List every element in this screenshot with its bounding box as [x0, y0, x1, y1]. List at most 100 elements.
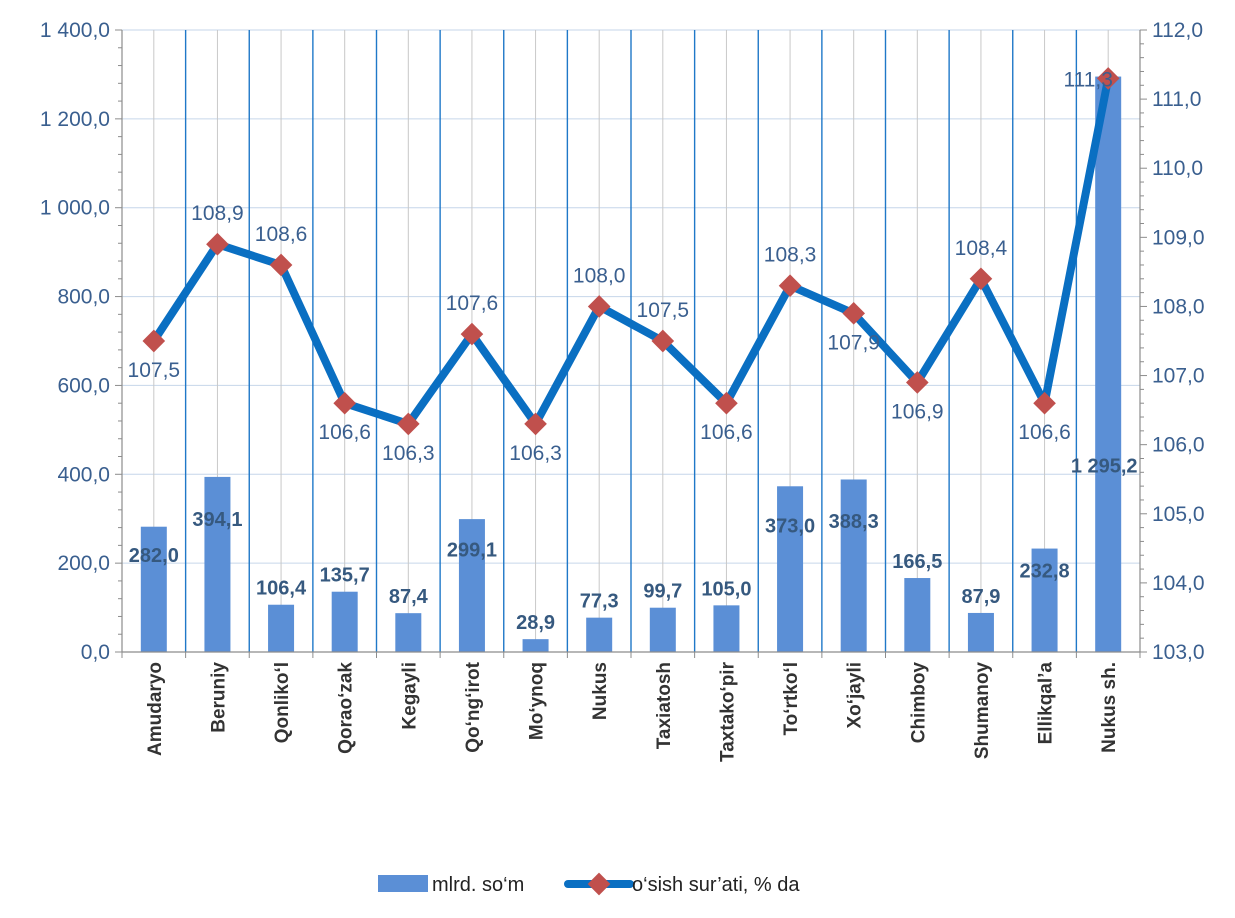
line-value-label: 107,9 — [827, 331, 880, 354]
bar — [140, 526, 167, 652]
right-tick-label: 112,0 — [1152, 19, 1203, 42]
line-value-label: 107,5 — [637, 299, 690, 322]
line-value-label: 106,6 — [1018, 421, 1071, 444]
left-tick-label: 1 000,0 — [40, 197, 110, 220]
bar-value-label: 87,9 — [961, 586, 1000, 608]
bar — [395, 613, 422, 652]
line-marker — [1033, 391, 1056, 415]
legend-line-marker — [587, 872, 611, 896]
line-value-label: 108,6 — [255, 223, 308, 246]
right-tick-label: 106,0 — [1152, 434, 1205, 457]
category-label: Amudaryo — [145, 662, 166, 756]
line-marker — [333, 391, 357, 415]
line-marker — [460, 322, 484, 346]
category-label: Mo‘ynoq — [527, 662, 548, 740]
bar — [967, 612, 994, 652]
right-tick-label: 103,0 — [1152, 641, 1205, 664]
line-marker — [842, 302, 866, 325]
bar — [586, 617, 613, 652]
category-label: Beruniy — [208, 662, 229, 733]
line-marker — [651, 329, 675, 353]
bar — [204, 476, 231, 652]
bar — [649, 607, 676, 652]
bar-value-label: 373,0 — [765, 516, 815, 538]
bar-value-label: 388,3 — [829, 511, 879, 533]
line-value-label: 107,6 — [446, 292, 499, 315]
category-label: Nukus — [590, 662, 611, 720]
bar — [458, 519, 485, 652]
bar-value-label: 135,7 — [320, 565, 370, 587]
bar-value-label: 1 295,2 — [1071, 455, 1138, 477]
line-marker — [396, 412, 420, 436]
bar — [1095, 76, 1122, 652]
bar-value-label: 77,3 — [580, 591, 619, 613]
line-value-label: 106,6 — [700, 421, 753, 444]
line-value-label: 111,3 — [1063, 68, 1112, 91]
bar-value-label: 28,9 — [516, 612, 555, 634]
category-label: Chimboy — [908, 662, 929, 744]
data-labels: 282,0 394,1 106,4 135,7 87,4 299,1 28,9 77,3 99,… — [128, 68, 1138, 634]
line-marker — [587, 295, 611, 318]
left-tick-label: 200,0 — [57, 552, 110, 575]
category-label: Taxiatosh — [654, 662, 675, 749]
left-tick-label: 800,0 — [57, 286, 110, 309]
bar-value-label: 166,5 — [892, 551, 942, 573]
line-marker — [269, 253, 293, 277]
bar-value-label: 299,1 — [447, 539, 497, 561]
right-tick-label: 104,0 — [1152, 572, 1205, 595]
category-label: Nukus sh. — [1099, 662, 1120, 753]
line-value-label: 108,9 — [191, 202, 244, 225]
bar-value-label: 106,4 — [256, 578, 307, 600]
line-marker — [905, 371, 929, 394]
line-marker — [715, 391, 738, 415]
line-value-label: 106,3 — [382, 442, 435, 465]
bar-value-label: 99,7 — [643, 581, 682, 603]
bar — [840, 479, 867, 652]
bar — [904, 578, 931, 652]
category-label: Ellikqal’a — [1036, 662, 1057, 745]
category-label: Kegayli — [399, 662, 420, 730]
right-tick-label: 107,0 — [1152, 365, 1205, 388]
bar — [777, 486, 804, 652]
left-tick-label: 400,0 — [57, 463, 110, 486]
bar — [713, 605, 740, 652]
category-label: Shumanoy — [972, 662, 993, 760]
legend-bar-swatch — [378, 875, 428, 892]
line-value-label: 108,0 — [573, 264, 626, 287]
legend-bar-label: mlrd. so‘m — [432, 874, 524, 896]
bar-value-label: 394,1 — [192, 509, 242, 531]
bar-value-label: 87,4 — [389, 586, 429, 608]
left-tick-label: 600,0 — [57, 374, 110, 397]
line-value-label: 106,9 — [891, 400, 944, 423]
bars — [140, 76, 1122, 652]
right-tick-label: 105,0 — [1152, 503, 1205, 526]
bar — [1031, 548, 1058, 652]
bar — [268, 604, 295, 652]
line-marker — [1096, 67, 1120, 90]
line-marker — [524, 412, 547, 436]
bar — [331, 591, 358, 652]
category-label: Xo‘jayli — [845, 662, 866, 729]
bar — [522, 639, 549, 652]
right-tick-label: 109,0 — [1152, 226, 1205, 249]
left-tick-label: 1 400,0 — [40, 19, 110, 42]
right-tick-label: 110,0 — [1152, 157, 1203, 180]
grid — [122, 29, 1140, 652]
line-marker — [969, 267, 993, 291]
category-label: Taxtako‘pir — [717, 661, 738, 762]
axes: 0,0 200,0 400,0 600,0 800,0 1 000,0 1 200,0 1 4… — [40, 19, 1205, 762]
growth-line-path — [149, 74, 1113, 428]
bar-value-label: 105,0 — [701, 578, 751, 600]
line-value-label: 108,3 — [764, 244, 817, 267]
line-value-label: 106,3 — [509, 442, 562, 465]
right-tick-label: 111,0 — [1152, 88, 1201, 111]
legend: mlrd. so‘m o‘sish sur’ati, % da — [378, 872, 800, 896]
legend-line-label: o‘sish sur’ati, % da — [632, 874, 800, 896]
line-value-label: 107,5 — [128, 359, 181, 382]
category-label: Qorao‘zak — [336, 662, 357, 754]
line-value-label: 106,6 — [318, 421, 371, 444]
category-label: Qonliko‘l — [272, 662, 293, 743]
bar-value-label: 232,8 — [1020, 561, 1070, 583]
category-label: To‘rtko‘l — [781, 662, 802, 736]
